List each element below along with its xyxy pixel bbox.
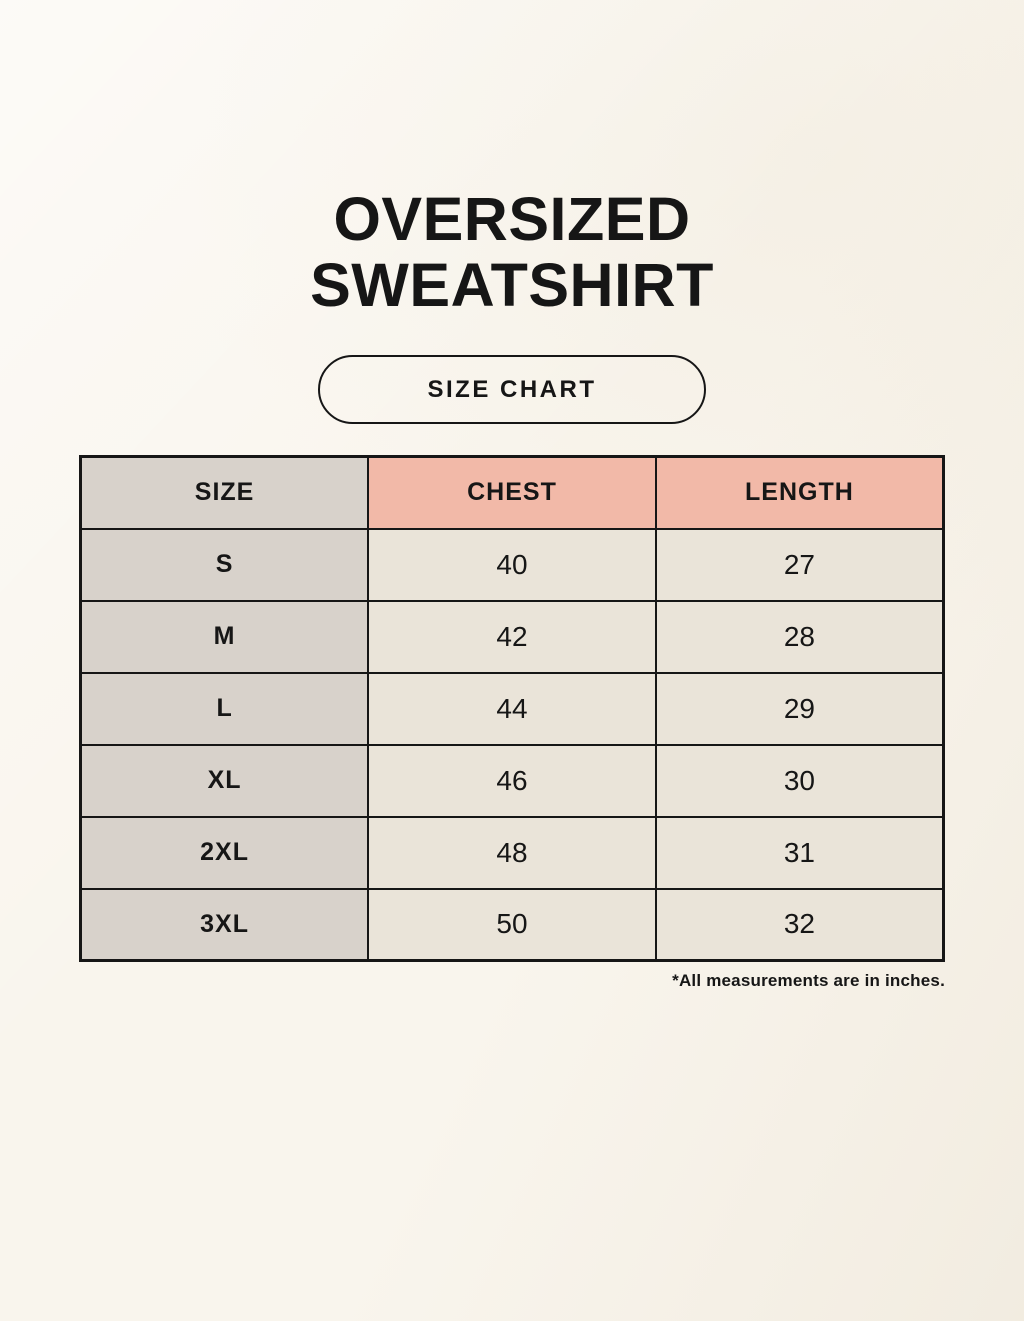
- column-header-size: SIZE: [79, 455, 370, 530]
- table-row: XL 46 30: [79, 743, 945, 818]
- size-chart-badge: SIZE CHART: [318, 355, 706, 424]
- page-title: OVERSIZED SWEATSHIRT: [0, 0, 1024, 318]
- table-row: 2XL 48 31: [79, 815, 945, 890]
- length-cell: 31: [654, 815, 945, 890]
- chest-cell: 42: [367, 599, 657, 674]
- column-header-chest: CHEST: [367, 455, 657, 530]
- length-cell: 30: [654, 743, 945, 818]
- size-cell: 3XL: [79, 887, 370, 962]
- table-row: 3XL 50 32: [79, 887, 945, 962]
- chest-cell: 48: [367, 815, 657, 890]
- length-cell: 28: [654, 599, 945, 674]
- table-header-row: SIZE CHEST LENGTH: [79, 455, 945, 530]
- size-chart-badge-label: SIZE CHART: [427, 375, 597, 403]
- size-cell: S: [79, 527, 370, 602]
- size-chart-table: SIZE CHEST LENGTH S 40 27 M 42 28 L: [79, 455, 945, 962]
- chest-cell: 50: [367, 887, 657, 962]
- column-header-length: LENGTH: [654, 455, 945, 530]
- size-chart-table-container: SIZE CHEST LENGTH S 40 27 M 42 28 L: [79, 455, 945, 991]
- chest-cell: 46: [367, 743, 657, 818]
- table-row: S 40 27: [79, 527, 945, 602]
- chest-cell: 40: [367, 527, 657, 602]
- length-cell: 27: [654, 527, 945, 602]
- chest-cell: 44: [367, 671, 657, 746]
- size-cell: L: [79, 671, 370, 746]
- table-row: M 42 28: [79, 599, 945, 674]
- size-cell: M: [79, 599, 370, 674]
- length-cell: 29: [654, 671, 945, 746]
- length-cell: 32: [654, 887, 945, 962]
- title-line-1: OVERSIZED: [333, 185, 691, 253]
- title-line-2: SWEATSHIRT: [310, 251, 714, 319]
- size-cell: XL: [79, 743, 370, 818]
- measurements-footnote: *All measurements are in inches.: [672, 971, 945, 990]
- table-row: L 44 29: [79, 671, 945, 746]
- size-cell: 2XL: [79, 815, 370, 890]
